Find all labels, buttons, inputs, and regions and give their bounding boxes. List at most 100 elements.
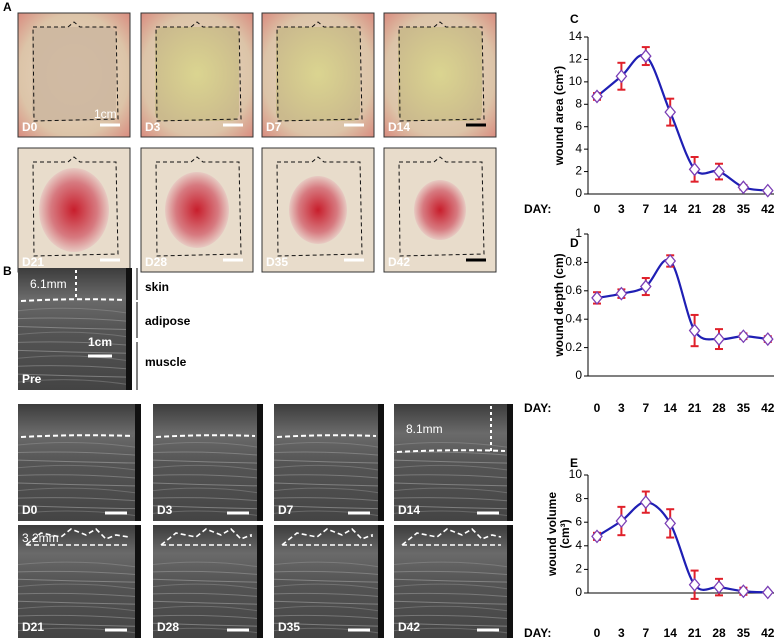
tissue-streak bbox=[17, 510, 142, 517]
wound-outline bbox=[32, 156, 119, 257]
marker bbox=[688, 577, 701, 592]
x-axis-label: DAY: bbox=[524, 626, 551, 640]
tissue-streak bbox=[152, 497, 264, 502]
marker bbox=[761, 332, 774, 347]
tissue-streak bbox=[152, 487, 264, 495]
x-tick-label: 7 bbox=[642, 202, 649, 216]
marker bbox=[713, 580, 725, 595]
y-axis-label: (cm³) bbox=[558, 519, 572, 548]
y-tick-label: 10 bbox=[569, 74, 583, 88]
photo-label: D3 bbox=[145, 120, 161, 134]
depth-ruler bbox=[257, 404, 263, 521]
wound bbox=[398, 27, 482, 121]
fascia-line bbox=[396, 449, 506, 453]
tissue-streak bbox=[273, 474, 385, 479]
tissue-streak bbox=[17, 331, 133, 338]
tissue-streak bbox=[393, 578, 514, 583]
y-tick-label: 0 bbox=[575, 585, 582, 599]
tissue-streak bbox=[152, 583, 264, 591]
layer-label: adipose bbox=[145, 314, 191, 328]
y-tick-label: 0.6 bbox=[565, 283, 582, 297]
tissue-streak bbox=[17, 505, 142, 510]
tissue-streak bbox=[393, 622, 514, 627]
wound-outline bbox=[155, 21, 242, 122]
wound bbox=[32, 27, 116, 121]
tissue-streak bbox=[393, 474, 514, 479]
y-tick-label: 8 bbox=[575, 491, 582, 505]
marker bbox=[615, 514, 628, 529]
tissue-streak bbox=[17, 583, 142, 591]
y-tick-label: 2 bbox=[575, 562, 582, 576]
tissue-streak bbox=[17, 355, 133, 362]
x-tick-label: 21 bbox=[688, 626, 702, 640]
x-tick-label: 7 bbox=[642, 401, 649, 415]
tissue-streak bbox=[17, 622, 142, 627]
tissue-streak bbox=[273, 600, 385, 605]
layer-label: muscle bbox=[145, 355, 187, 369]
marker bbox=[713, 332, 725, 347]
tissue-streak bbox=[17, 317, 133, 323]
y-tick-label: 10 bbox=[569, 467, 583, 481]
ultrasound-label: D14 bbox=[398, 503, 420, 517]
wound bbox=[39, 168, 109, 252]
tissue-streak bbox=[17, 578, 142, 583]
tissue-streak bbox=[152, 505, 264, 510]
ultrasound-label: D42 bbox=[398, 620, 420, 634]
ultrasound-label: D28 bbox=[157, 620, 179, 634]
tissue-streak bbox=[273, 442, 385, 449]
tissue-streak bbox=[393, 442, 514, 449]
tissue-streak bbox=[393, 459, 514, 464]
marker bbox=[591, 290, 603, 305]
wound-outline bbox=[25, 527, 130, 546]
tissue-streak bbox=[17, 482, 142, 487]
marker bbox=[664, 105, 677, 120]
y-tick-label: 0.8 bbox=[565, 255, 582, 269]
x-tick-label: 42 bbox=[761, 202, 775, 216]
tissue-streak bbox=[393, 570, 514, 576]
panel-letter: E bbox=[570, 456, 578, 470]
tissue-streak bbox=[17, 379, 133, 386]
tissue-streak bbox=[17, 592, 142, 598]
tissue-streak bbox=[393, 510, 514, 517]
depth-ruler bbox=[507, 525, 513, 638]
panel-letter: D bbox=[570, 236, 579, 250]
ultrasound-label: D7 bbox=[278, 503, 294, 517]
depth-ruler bbox=[378, 404, 384, 521]
fascia-line bbox=[20, 298, 125, 302]
x-tick-label: 42 bbox=[761, 626, 775, 640]
marker bbox=[591, 89, 603, 104]
x-tick-label: 28 bbox=[712, 202, 726, 216]
tissue-streak bbox=[17, 570, 142, 576]
x-tick-label: 3 bbox=[618, 401, 625, 415]
marker bbox=[737, 329, 750, 344]
photo-label: D35 bbox=[266, 255, 288, 269]
tissue-streak bbox=[17, 464, 142, 472]
marker bbox=[688, 162, 701, 177]
x-tick-label: 0 bbox=[594, 626, 601, 640]
tissue-streak bbox=[17, 600, 142, 605]
y-axis-label: wound area (cm²) bbox=[552, 66, 566, 166]
tissue-streak bbox=[17, 326, 133, 331]
panel-letter: C bbox=[570, 12, 579, 26]
y-tick-label: 14 bbox=[569, 29, 583, 43]
photo-label: D28 bbox=[145, 255, 167, 269]
x-tick-label: 28 bbox=[712, 626, 726, 640]
x-tick-label: 21 bbox=[688, 401, 702, 415]
wound-outline bbox=[401, 527, 502, 546]
tissue-streak bbox=[393, 583, 514, 591]
y-tick-label: 4 bbox=[575, 141, 582, 155]
depth-ruler bbox=[378, 525, 384, 638]
x-axis-label: DAY: bbox=[524, 401, 551, 415]
depth-label: 6.1mm bbox=[30, 277, 67, 291]
depth-label: 8.1mm bbox=[406, 422, 443, 436]
y-tick-label: 12 bbox=[569, 52, 583, 66]
wound-outline bbox=[32, 21, 119, 122]
wound bbox=[155, 27, 239, 121]
scale-label: 1cm bbox=[94, 107, 117, 121]
y-tick-label: 0.2 bbox=[565, 340, 582, 354]
marker bbox=[737, 584, 750, 599]
tissue-streak bbox=[152, 622, 264, 627]
tissue-streak bbox=[152, 614, 264, 620]
ultrasound-label: D35 bbox=[278, 620, 300, 634]
fascia-line bbox=[276, 434, 377, 438]
